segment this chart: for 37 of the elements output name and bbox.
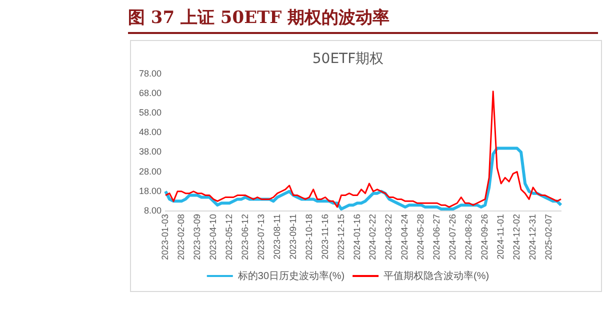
x-tick-label: 2024-11-01	[496, 214, 506, 260]
x-tick-label: 2024-04-24	[400, 214, 410, 260]
x-tick-label: 2023-04-10	[208, 214, 218, 260]
x-tick-label: 2023-05-12	[224, 214, 234, 260]
x-tick-label: 2024-05-28	[416, 214, 426, 260]
x-tick-label: 2023-10-18	[304, 214, 314, 260]
x-tick-label: 2024-06-27	[432, 214, 442, 260]
x-tick-label: 2024-03-22	[384, 214, 394, 260]
x-tick-label: 2023-12-15	[336, 214, 346, 260]
y-tick-label: 28.00	[138, 166, 162, 176]
x-tick-label: 2024-02-22	[368, 214, 378, 260]
x-tick-label: 2024-12-31	[528, 214, 538, 260]
chart-title: 图 37 上证 50ETF 期权的波动率	[128, 6, 598, 34]
y-tick-label: 58.00	[138, 107, 162, 118]
legend-label: 标的30日历史波动率(%)	[236, 270, 345, 282]
x-tick-label: 2024-09-26	[480, 214, 490, 260]
x-tick-label: 2023-11-16	[320, 214, 330, 260]
x-tick-label: 2023-02-08	[176, 214, 186, 260]
x-tick-label: 2023-08-11	[272, 214, 282, 260]
y-tick-label: 48.00	[138, 127, 162, 138]
legend-label: 平值期权隐含波动率(%)	[384, 270, 490, 282]
x-tick-label: 2023-06-12	[240, 214, 250, 260]
x-tick-label: 2024-07-26	[448, 214, 458, 260]
y-tick-label: 8.00	[144, 205, 162, 216]
y-tick-label: 68.00	[138, 88, 162, 98]
x-tick-label: 2023-07-13	[256, 214, 266, 260]
y-tick-label: 38.00	[138, 146, 162, 157]
x-tick-label: 2023-09-11	[288, 214, 298, 260]
x-tick-label: 2024-01-16	[352, 214, 362, 260]
x-tick-label: 2025-02-07	[544, 214, 554, 260]
x-tick-label: 2023-01-03	[160, 214, 170, 260]
x-tick-label: 2023-03-09	[192, 214, 202, 260]
y-tick-label: 78.00	[138, 68, 162, 78]
x-tick-label: 2024-12-02	[512, 214, 522, 260]
chart-subtitle: 50ETF期权	[312, 51, 384, 68]
y-tick-label: 18.00	[138, 186, 162, 196]
x-tick-label: 2024-08-26	[464, 214, 474, 260]
